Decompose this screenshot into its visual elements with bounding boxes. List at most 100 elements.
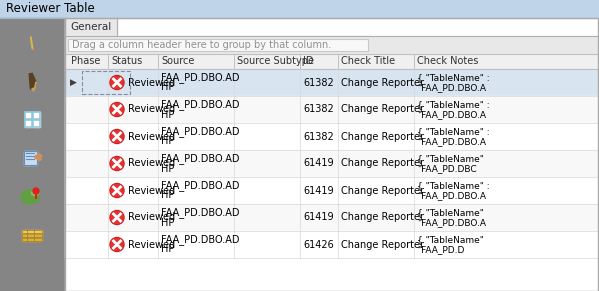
Bar	[65, 69, 599, 96]
Text: ID: ID	[303, 56, 313, 67]
Text: 61419: 61419	[303, 185, 334, 196]
Circle shape	[111, 130, 123, 143]
Circle shape	[110, 210, 124, 224]
Bar	[82, 71, 130, 94]
Bar	[25, 111, 32, 118]
Text: FAA_PD.DBO.AD: FAA_PD.DBO.AD	[161, 153, 240, 164]
Text: Change Reporter: Change Reporter	[341, 132, 424, 141]
Bar	[32, 120, 40, 127]
Ellipse shape	[32, 191, 38, 196]
Text: FAA_PD.DBO.AD: FAA_PD.DBO.AD	[161, 72, 240, 83]
Bar	[65, 36, 599, 54]
Bar	[24, 151, 37, 165]
Text: HP: HP	[161, 164, 174, 173]
Bar	[25, 120, 32, 127]
Circle shape	[110, 102, 124, 116]
Text: HP: HP	[161, 109, 174, 120]
Circle shape	[111, 77, 123, 88]
Text: Change Reporter: Change Reporter	[341, 159, 424, 168]
Text: "FAA_PD.D: "FAA_PD.D	[417, 245, 464, 254]
Bar	[68, 39, 368, 51]
Bar	[65, 231, 599, 258]
Text: { "TableName" :: { "TableName" :	[417, 100, 489, 109]
Text: HP: HP	[161, 217, 174, 228]
Bar	[65, 204, 599, 231]
Bar	[32, 111, 40, 118]
Text: FAA_PD.DBO.AD: FAA_PD.DBO.AD	[161, 99, 240, 110]
Bar	[65, 18, 599, 291]
Text: { "TableName" :: { "TableName" :	[417, 127, 489, 136]
Text: Change Reporter: Change Reporter	[341, 104, 424, 114]
Bar	[25, 111, 32, 118]
Text: Check Title: Check Title	[341, 56, 395, 67]
Text: FAA_PD.DBO.AD: FAA_PD.DBO.AD	[161, 234, 240, 245]
Text: Status: Status	[111, 56, 142, 67]
Text: Reviewed: Reviewed	[128, 185, 175, 196]
Bar	[32, 120, 40, 127]
Circle shape	[111, 157, 123, 169]
Bar	[65, 123, 599, 150]
Text: Reviewed: Reviewed	[128, 239, 175, 249]
Circle shape	[110, 184, 124, 198]
Bar	[0, 18, 65, 291]
Text: { "TableName" :: { "TableName" :	[417, 181, 489, 190]
Text: ▶: ▶	[70, 78, 77, 87]
Circle shape	[110, 129, 124, 143]
Text: FAA_PD.DBO.AD: FAA_PD.DBO.AD	[161, 126, 240, 137]
Text: 61419: 61419	[303, 159, 334, 168]
Text: Source: Source	[161, 56, 194, 67]
Bar	[68, 39, 368, 51]
Text: Change Reporter: Change Reporter	[341, 212, 424, 223]
Polygon shape	[32, 49, 34, 50]
Bar	[22, 238, 42, 241]
Text: HP: HP	[161, 191, 174, 200]
Text: 61382: 61382	[303, 77, 334, 88]
Text: Change Reporter: Change Reporter	[341, 185, 424, 196]
Circle shape	[111, 239, 123, 251]
Bar	[25, 120, 32, 127]
Text: Change Reporter: Change Reporter	[341, 77, 424, 88]
Polygon shape	[31, 37, 33, 49]
Text: Reviewer Table: Reviewer Table	[6, 3, 95, 15]
Bar	[22, 234, 42, 237]
Text: 61382: 61382	[303, 132, 334, 141]
Circle shape	[33, 188, 39, 194]
Text: General: General	[70, 22, 111, 32]
Text: Source Subtype: Source Subtype	[237, 56, 314, 67]
Circle shape	[111, 104, 123, 116]
Circle shape	[110, 237, 124, 251]
Text: { "TableName": { "TableName"	[417, 235, 484, 244]
Bar	[65, 18, 598, 291]
Polygon shape	[29, 73, 36, 89]
Bar	[65, 18, 117, 36]
Ellipse shape	[21, 190, 39, 204]
Text: "FAA_PD.DBO.A: "FAA_PD.DBO.A	[417, 83, 486, 92]
Text: "FAA_PD.DBO.A: "FAA_PD.DBO.A	[417, 218, 486, 227]
Bar	[66, 19, 598, 291]
Text: { "TableName" :: { "TableName" :	[417, 73, 489, 82]
Text: "FAA_PD.DBO.A: "FAA_PD.DBO.A	[417, 191, 486, 200]
Circle shape	[110, 157, 124, 171]
Text: Reviewed: Reviewed	[128, 132, 175, 141]
Bar	[22, 234, 42, 237]
Text: HP: HP	[161, 136, 174, 146]
Bar	[0, 0, 599, 18]
Text: FAA_PD.DBO.AD: FAA_PD.DBO.AD	[161, 207, 240, 218]
Polygon shape	[32, 82, 36, 91]
Text: "FAA_PD.DBO.A: "FAA_PD.DBO.A	[417, 137, 486, 146]
Text: 61382: 61382	[303, 104, 334, 114]
Text: "FAA_PD.DBO.A: "FAA_PD.DBO.A	[417, 110, 486, 119]
Bar	[65, 150, 599, 177]
Circle shape	[111, 184, 123, 196]
Text: Reviewed: Reviewed	[128, 77, 175, 88]
Text: 61419: 61419	[303, 212, 334, 223]
Text: Phase: Phase	[71, 56, 101, 67]
Text: 61426: 61426	[303, 239, 334, 249]
Bar	[24, 151, 37, 165]
Text: HP: HP	[161, 244, 174, 255]
Bar	[22, 238, 42, 241]
Text: HP: HP	[161, 83, 174, 93]
Text: Reviewed: Reviewed	[128, 212, 175, 223]
Bar	[32, 111, 40, 118]
Text: Change Reporter: Change Reporter	[341, 239, 424, 249]
